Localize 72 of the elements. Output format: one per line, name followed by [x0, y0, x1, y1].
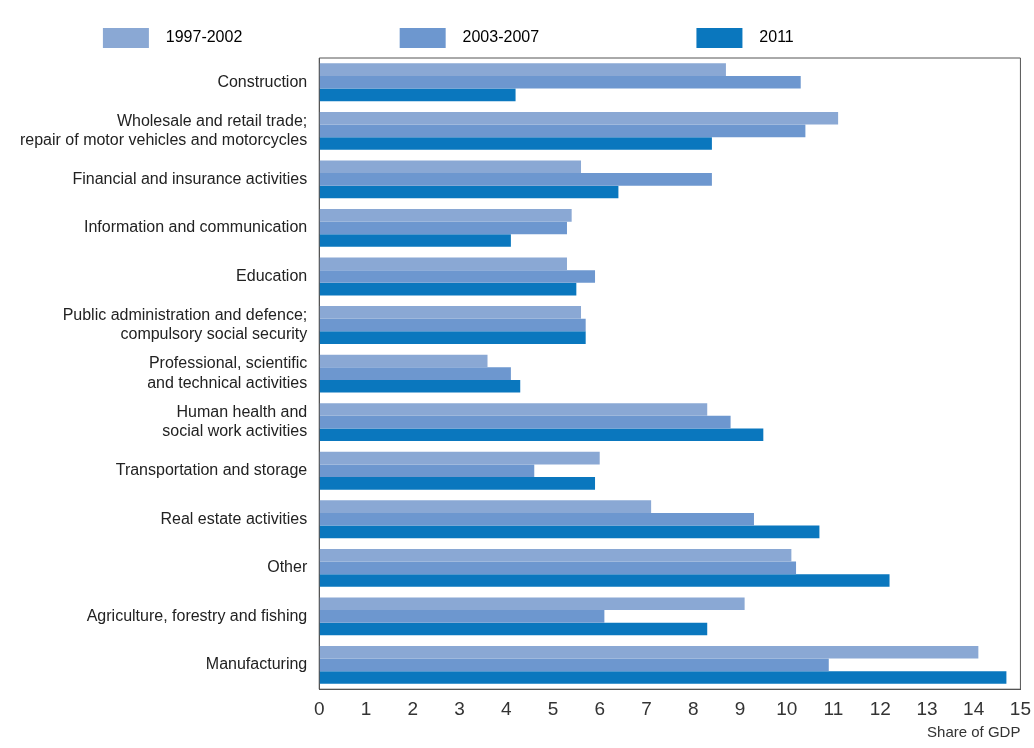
- bar: [319, 234, 511, 247]
- bar: [319, 477, 596, 490]
- y-tick-label: Education: [236, 266, 308, 284]
- bar: [319, 282, 577, 296]
- bar: [319, 610, 605, 623]
- x-tick-label: 2: [407, 697, 419, 719]
- bar: [319, 403, 708, 416]
- y-tick-label: Other: [267, 558, 308, 576]
- y-tick-label: Agriculture, forestry and fishing: [86, 606, 308, 624]
- y-tick-label: Transportation and storage: [115, 461, 308, 479]
- legend-label: 2011: [750, 28, 928, 46]
- y-tick-label: Manufacturing: [205, 655, 308, 673]
- bar: [319, 464, 535, 478]
- bar: [319, 500, 652, 513]
- bar: [319, 548, 792, 562]
- bar: [319, 658, 829, 672]
- bar: [319, 88, 516, 102]
- x-tick-label: 4: [500, 697, 512, 719]
- bar: [319, 561, 797, 575]
- x-tick-label: 13: [916, 697, 938, 719]
- bar: [319, 160, 582, 174]
- bar: [319, 622, 708, 636]
- bar: [319, 525, 820, 539]
- x-tick-label: 7: [641, 697, 652, 719]
- bar: [319, 137, 712, 150]
- y-tick-label: Construction: [217, 72, 308, 90]
- bar: [319, 597, 745, 611]
- bar: [319, 318, 586, 332]
- bar: [319, 428, 764, 442]
- bar: [319, 451, 600, 465]
- bar: [319, 221, 567, 235]
- bar: [319, 173, 712, 186]
- bar: [319, 111, 839, 125]
- x-axis-title: Share of GDP: [927, 723, 1021, 741]
- bar: [319, 270, 596, 283]
- x-tick-label: 1: [360, 697, 372, 719]
- x-tick-label: 5: [547, 697, 559, 719]
- x-tick-label: 6: [594, 697, 605, 719]
- y-tick-label: Information and communication: [83, 218, 308, 236]
- bar: [319, 257, 567, 271]
- legend-label: 2003-2007: [453, 28, 673, 46]
- bar: [319, 415, 731, 429]
- bar: [319, 354, 488, 368]
- x-tick-label: 11: [823, 697, 844, 719]
- bar: [319, 75, 801, 89]
- bar: [319, 209, 572, 222]
- bar: [319, 185, 619, 199]
- x-tick-label: 3: [454, 697, 465, 719]
- y-tick-label: Professional, scientific and technical activities: [147, 354, 308, 391]
- bar: [319, 671, 1007, 684]
- bar: [319, 379, 521, 393]
- x-tick-label: 14: [963, 697, 985, 719]
- x-tick-label: 0: [313, 697, 325, 719]
- x-tick-label: 15: [1009, 697, 1031, 719]
- bar: [319, 367, 511, 380]
- bar: [319, 645, 979, 659]
- legend-label: 1997-2002: [156, 28, 376, 46]
- x-tick-label: 9: [734, 697, 746, 719]
- y-tick-label: Human health and social work activities: [162, 402, 308, 440]
- bar: [319, 331, 586, 344]
- x-tick-label: 12: [869, 697, 891, 719]
- x-tick-label: 8: [687, 697, 699, 719]
- y-tick-label: Financial and insurance activities: [72, 169, 308, 187]
- y-tick-label: Wholesale and retail trade; repair of motor vehicles and motorcycles: [19, 111, 308, 148]
- y-tick-label: Real estate activities: [160, 509, 308, 527]
- bar: [319, 306, 582, 319]
- y-tick-label: Public administration and defence; compulsory social security: [62, 305, 308, 343]
- bar: [319, 124, 806, 138]
- bar: [319, 63, 726, 76]
- x-tick-label: 10: [776, 697, 798, 719]
- bar: [319, 512, 754, 526]
- bar: [319, 574, 890, 587]
